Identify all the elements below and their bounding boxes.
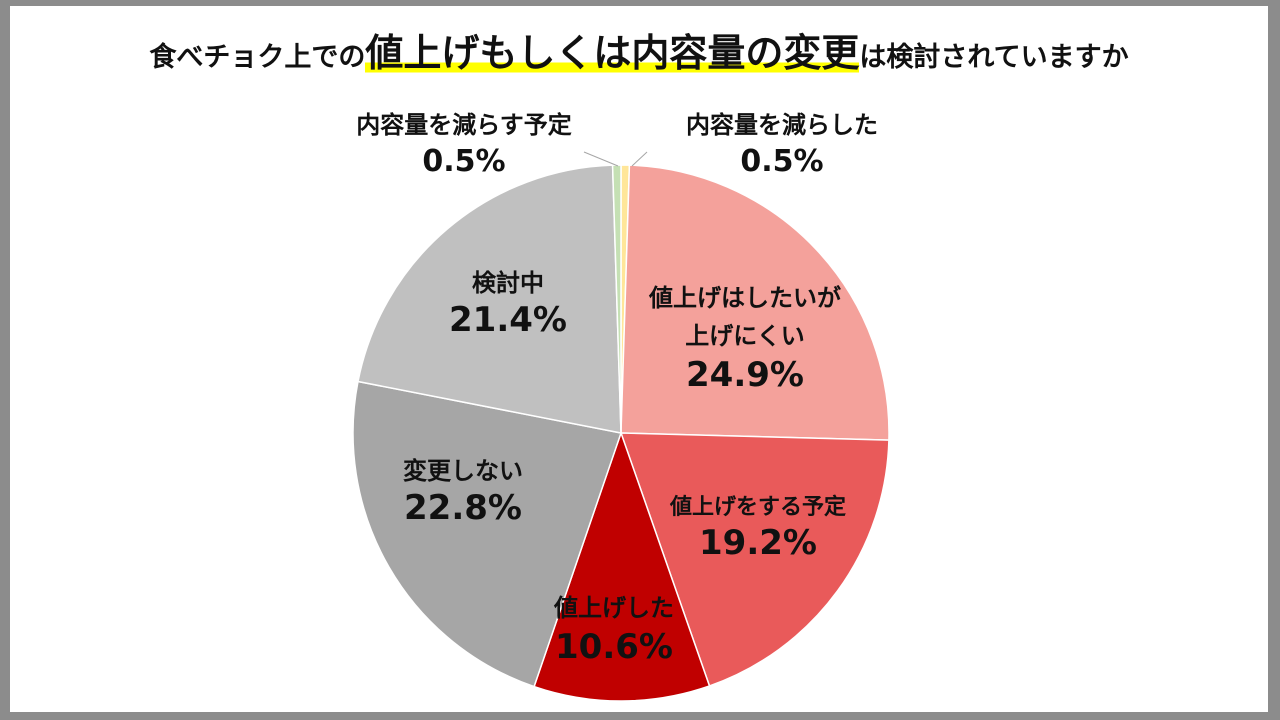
title-part-1: 食べチョク上での <box>149 42 366 73</box>
slice-value-text: 10.6% <box>555 627 673 667</box>
leader-line <box>583 151 619 167</box>
pie-slices <box>352 164 890 702</box>
slice-category-text: 変更しない <box>403 457 523 485</box>
slice-value-text: 24.9% <box>686 355 804 395</box>
leader-line <box>631 151 648 167</box>
slice-category-text: 内容量を減らす予定 <box>356 111 572 139</box>
slice-category-text: 上げにくい <box>685 322 805 350</box>
slice-category-text: 内容量を減らした <box>686 111 878 139</box>
slice-label: 内容量を減らす予定 0.5% <box>356 111 572 179</box>
slice-label: 値上げはしたいが上げにくい 24.9% <box>648 284 841 395</box>
title-part-3: は検討されていますか <box>859 42 1129 73</box>
slice-label: 内容量を減らした 0.5% <box>686 111 878 179</box>
slice-category-text: 値上げした <box>553 594 674 622</box>
pie-slice <box>620 164 890 441</box>
slice-category-text: 値上げはしたいが <box>648 284 841 312</box>
title-highlight: 値上げもしくは内容量の変更 <box>365 31 860 75</box>
pie-slice <box>352 380 622 688</box>
slice-value-text: 0.5% <box>740 144 823 179</box>
slice-label: 値上げをする予定 19.2% <box>669 494 846 563</box>
slice-value-text: 19.2% <box>699 523 817 563</box>
pie-slice <box>357 164 622 434</box>
leader-lines <box>583 151 648 167</box>
slice-value-text: 22.8% <box>404 488 522 528</box>
slice-labels: 内容量を減らした 0.5% 値上げはしたいが上げにくい 24.9% 値上げをする予定 19… <box>356 111 878 667</box>
pie-slice <box>533 430 711 702</box>
chart-title: 食べチョク上での値上げもしくは内容量の変更は検討されていますか <box>10 22 1268 77</box>
slice-category-text: 検討中 <box>472 269 544 297</box>
slice-value-text: 0.5% <box>422 144 505 179</box>
slice-label: 検討中 21.4% <box>449 269 567 340</box>
slice-label: 変更しない 22.8% <box>403 457 523 528</box>
slice-label: 値上げした 10.6% <box>553 594 674 667</box>
slice-value-text: 21.4% <box>449 300 567 340</box>
slice-category-text: 値上げをする予定 <box>669 494 846 520</box>
